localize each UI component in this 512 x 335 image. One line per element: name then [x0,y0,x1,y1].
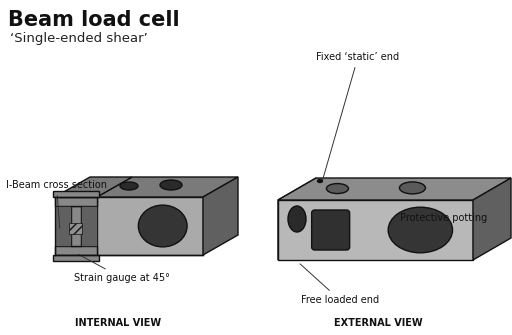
Polygon shape [82,207,96,245]
Polygon shape [473,178,511,260]
Polygon shape [203,177,238,255]
Text: INTERNAL VIEW: INTERNAL VIEW [75,318,161,328]
Polygon shape [53,191,99,197]
Ellipse shape [160,180,182,190]
Text: ‘Single-ended shear’: ‘Single-ended shear’ [10,32,148,45]
Polygon shape [71,206,81,246]
Text: Beam load cell: Beam load cell [8,10,180,30]
Polygon shape [97,197,203,255]
Polygon shape [278,200,473,260]
Text: Free loaded end: Free loaded end [300,264,379,305]
Ellipse shape [138,205,187,247]
Polygon shape [97,177,238,197]
Ellipse shape [388,207,453,253]
Text: Protective potting: Protective potting [400,213,487,230]
Polygon shape [56,207,70,245]
Ellipse shape [399,182,425,194]
Text: I-Beam cross section: I-Beam cross section [6,180,107,228]
Polygon shape [278,178,316,260]
Polygon shape [55,197,97,206]
Ellipse shape [317,180,323,183]
Text: Fixed ‘static’ end: Fixed ‘static’ end [316,52,399,179]
Text: Strain gauge at 45°: Strain gauge at 45° [74,254,170,283]
FancyBboxPatch shape [312,210,350,250]
Polygon shape [53,255,99,261]
Ellipse shape [327,184,349,194]
Polygon shape [278,178,511,200]
Polygon shape [55,246,97,255]
Ellipse shape [288,206,306,232]
Text: EXTERNAL VIEW: EXTERNAL VIEW [334,318,422,328]
Ellipse shape [120,182,138,190]
Bar [69,223,82,234]
Polygon shape [55,177,132,197]
